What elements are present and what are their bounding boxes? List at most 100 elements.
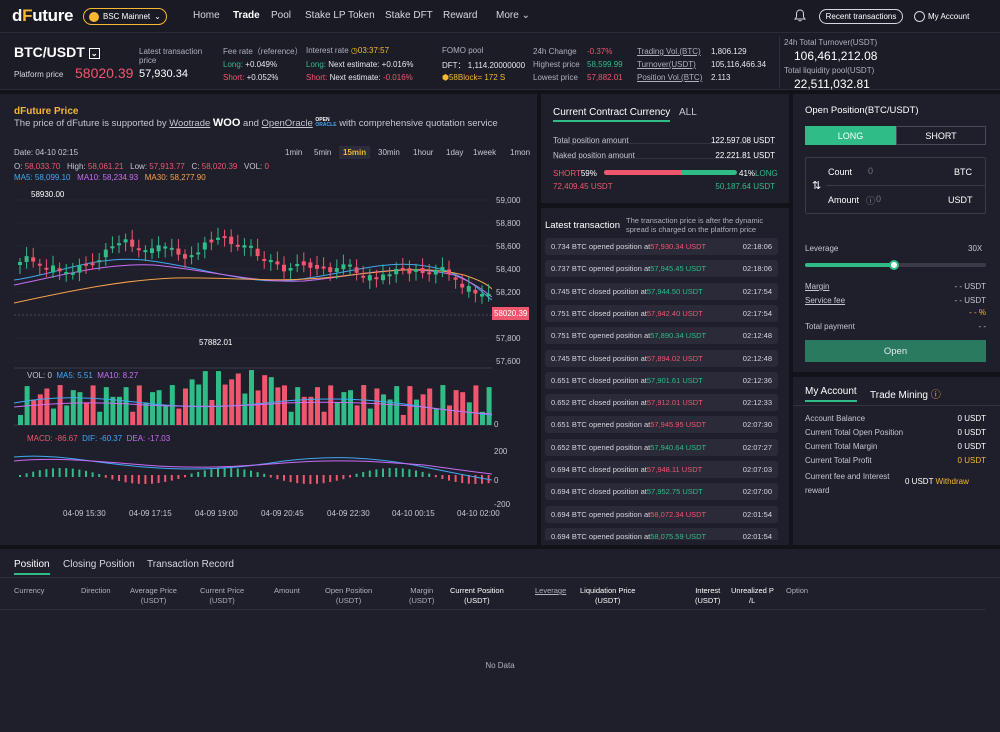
macd-bar	[65, 468, 68, 477]
timeframe-1min[interactable]: 1min	[285, 148, 303, 157]
transaction-action: 0.737 BTC opened position at	[551, 264, 651, 274]
candle-body	[97, 260, 102, 263]
margin-label[interactable]: Margin	[805, 282, 830, 291]
high-label: Highest price	[533, 60, 580, 69]
dfuture-logo[interactable]: dFuture	[12, 6, 74, 25]
transaction-row: 0.745 BTC closed position at 57,894.02 U…	[545, 349, 778, 367]
tab-position[interactable]: Position	[14, 559, 50, 575]
ohlc-label: O:	[14, 162, 23, 171]
tab-current-contract[interactable]: Current Contract Currency	[553, 107, 671, 122]
tab-transaction-record[interactable]: Transaction Record	[147, 559, 234, 570]
count-unit: BTC	[954, 167, 972, 177]
macd-bar	[362, 472, 365, 477]
count-input[interactable]	[868, 163, 948, 179]
timeframe-1hour[interactable]: 1hour	[413, 148, 434, 157]
short-bar-fill	[604, 170, 683, 175]
col-direction: Direction	[81, 586, 111, 595]
candle-body	[209, 239, 214, 243]
interest-label: Interest rate	[306, 46, 349, 55]
amount-input[interactable]	[876, 191, 936, 207]
macd-bar	[170, 475, 173, 481]
ohlc-open: 58,033.70	[24, 162, 61, 171]
macd-bar	[401, 468, 404, 477]
current-price-tag: 58020.39	[492, 307, 530, 320]
open-button[interactable]: Open	[805, 340, 986, 362]
turnover-label[interactable]: Turnover(USDT)	[637, 60, 696, 69]
transaction-price: 57,890.34 USDT	[650, 331, 707, 341]
dropdown-icon[interactable]: ⌄	[88, 47, 100, 59]
recent-transactions-button[interactable]: Recent transactions	[819, 9, 903, 24]
fee-short: +0.052%	[246, 73, 279, 82]
macd-bar	[71, 468, 74, 477]
transaction-list[interactable]: 0.734 BTC opened position at 57,930.34 U…	[541, 238, 789, 540]
service-fee-pct: - - %	[969, 308, 986, 317]
my-account-button[interactable]: My Account	[914, 9, 980, 24]
tab-closing-position[interactable]: Closing Position	[63, 559, 135, 570]
openoracle-logo: OPEN ORACLE	[315, 118, 336, 128]
candle-body	[70, 272, 75, 275]
volume-bar	[242, 393, 248, 425]
openoracle-link[interactable]: OpenOracle	[261, 118, 313, 129]
pair-title[interactable]: BTC/USDT ⌄	[14, 44, 100, 60]
nav-more[interactable]: More ⌄	[496, 10, 530, 21]
change-label: 24h Change	[533, 47, 577, 56]
position-vol-label[interactable]: Position Vol.(BTC)	[637, 73, 703, 82]
macd-bar	[98, 474, 101, 477]
service-fee-label[interactable]: Service fee	[805, 296, 846, 305]
volume-bar	[334, 402, 340, 425]
macd-axis: -200	[494, 500, 511, 509]
nav-home[interactable]: Home	[193, 10, 220, 21]
timeframe-15min[interactable]: 15min	[339, 146, 371, 159]
tab-my-account[interactable]: My Account	[805, 386, 857, 402]
candle-body	[453, 277, 458, 280]
candle-body	[64, 272, 69, 275]
nav-stake-dft[interactable]: Stake DFT	[385, 10, 433, 21]
swap-icon[interactable]: ⇅	[812, 180, 822, 192]
short-button[interactable]: SHORT	[896, 126, 986, 145]
volume-bar	[229, 379, 235, 425]
timeframe-1day[interactable]: 1day	[446, 148, 464, 157]
transaction-row: 0.652 BTC closed position at 57,912.01 U…	[545, 394, 778, 412]
macd-bar	[296, 475, 299, 484]
candle-body	[156, 245, 161, 252]
total-profit-value: 0 USDT	[957, 456, 986, 465]
candle-body	[354, 267, 359, 273]
nav-pool[interactable]: Pool	[271, 10, 292, 21]
leverage-slider-handle[interactable]	[888, 260, 899, 270]
col-unit: (USDT)	[335, 596, 362, 605]
volume-bar	[97, 411, 103, 425]
transaction-time: 02:01:54	[742, 531, 772, 540]
transaction-time: 02:07:00	[742, 487, 772, 497]
col-leverage[interactable]: Leverage	[535, 586, 567, 595]
timeframe-30min[interactable]: 30min	[378, 148, 400, 157]
price-chart[interactable]	[14, 185, 492, 520]
timeframe-5min[interactable]: 5min	[314, 148, 332, 157]
timeframe-1week[interactable]: 1week	[473, 148, 497, 157]
timeframe-1mon[interactable]: 1mon	[510, 148, 531, 157]
macd-bar	[45, 469, 48, 477]
long-button[interactable]: LONG	[805, 126, 896, 145]
tab-trade-mining[interactable]: Trade Mining ⓘ	[870, 390, 941, 401]
nav-stake-lp[interactable]: Stake LP Token	[305, 10, 375, 21]
market-info-bar	[0, 34, 1000, 90]
candle-body	[123, 239, 128, 243]
wootrade-link[interactable]: Wootrade	[169, 118, 211, 129]
volume-bar	[414, 399, 419, 425]
transaction-price: 57,945.95 USDT	[650, 420, 707, 430]
col-unrealized-pl: Unrealized P	[731, 586, 774, 595]
volume-bar	[361, 385, 367, 425]
bell-icon[interactable]	[794, 9, 806, 22]
info-icon[interactable]: ⓘ	[866, 196, 876, 206]
tab-all[interactable]: ALL	[679, 107, 697, 118]
leverage-slider[interactable]	[805, 260, 986, 270]
nav-trade[interactable]: Trade	[233, 10, 260, 21]
transaction-time: 02:12:36	[742, 375, 772, 385]
network-selector[interactable]: BSC Mainnet ⌄	[83, 8, 167, 25]
total-position-value: 122,597.08 USDT	[710, 136, 775, 145]
transaction-price: 57,912.01 USDT	[646, 398, 703, 408]
nav-reward[interactable]: Reward	[443, 10, 478, 21]
trading-vol-label[interactable]: Trading Vol.(BTC)	[637, 47, 701, 56]
fee-long-label: Long:	[223, 60, 244, 69]
withdraw-link[interactable]: Withdraw	[935, 477, 969, 486]
col-unit: (USDT)	[140, 596, 167, 605]
